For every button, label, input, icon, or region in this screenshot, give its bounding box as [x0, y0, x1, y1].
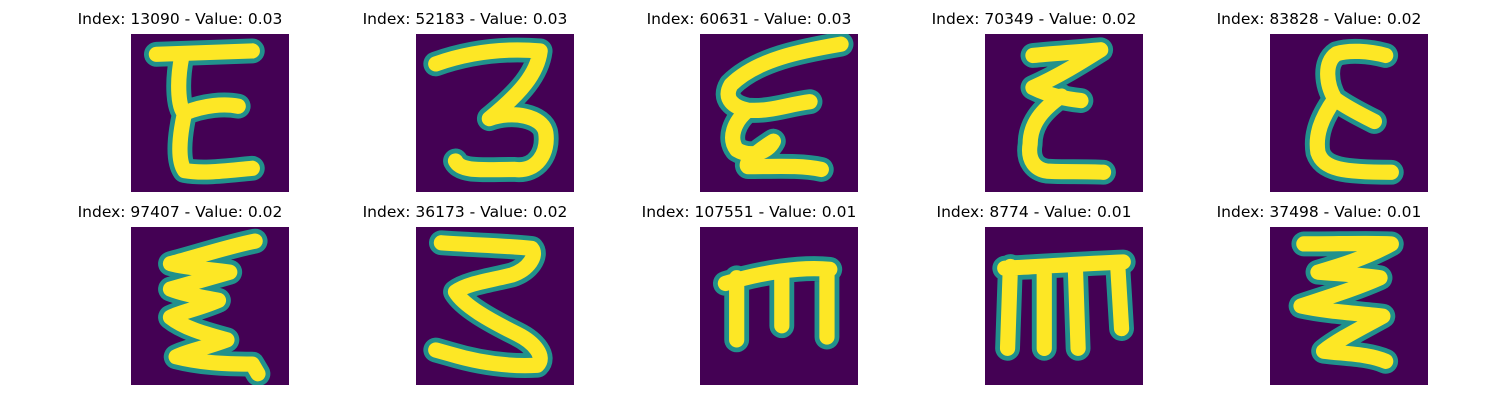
panel-107551: Index: 107551 - Value: 0.01	[599, 193, 899, 386]
digit-image-13090	[131, 34, 289, 192]
panel-37498: Index: 37498 - Value: 0.01	[1169, 193, 1469, 386]
panel-title: Index: 83828 - Value: 0.02	[1216, 10, 1422, 28]
glyph-stroke	[428, 235, 548, 374]
panel-title: Index: 8774 - Value: 0.01	[936, 203, 1132, 221]
glyph-stroke	[720, 36, 849, 178]
panel-97407: Index: 97407 - Value: 0.02	[30, 193, 330, 386]
panel-title: Index: 52183 - Value: 0.03	[362, 10, 568, 28]
digit-image-37498	[1270, 227, 1428, 385]
panel-8774: Index: 8774 - Value: 0.01	[884, 193, 1184, 386]
panel-title: Index: 36173 - Value: 0.02	[362, 203, 568, 221]
panel-title: Index: 13090 - Value: 0.03	[77, 10, 283, 28]
panel-title: Index: 70349 - Value: 0.02	[931, 10, 1137, 28]
panel-60631: Index: 60631 - Value: 0.03	[599, 0, 899, 193]
glyph-stroke	[717, 260, 838, 348]
panel-title: Index: 107551 - Value: 0.01	[641, 203, 857, 221]
digit-image-97407	[131, 227, 289, 385]
panel-83828: Index: 83828 - Value: 0.02	[1169, 0, 1469, 193]
glyph-stroke	[148, 43, 260, 180]
glyph-stroke	[1309, 43, 1399, 180]
glyph-stroke	[997, 254, 1131, 356]
panel-36173: Index: 36173 - Value: 0.02	[315, 193, 615, 386]
digit-image-107551	[700, 227, 858, 385]
panel-52183: Index: 52183 - Value: 0.03	[315, 0, 615, 193]
panel-title: Index: 97407 - Value: 0.02	[77, 203, 283, 221]
panel-13090: Index: 13090 - Value: 0.03	[30, 0, 330, 193]
panel-70349: Index: 70349 - Value: 0.02	[884, 0, 1184, 193]
digit-image-70349	[985, 34, 1143, 192]
panel-title: Index: 37498 - Value: 0.01	[1216, 203, 1422, 221]
glyph-stroke	[428, 42, 554, 178]
digit-image-60631	[700, 34, 858, 192]
digit-image-83828	[1270, 34, 1428, 192]
glyph-stroke	[1293, 235, 1399, 369]
glyph-stroke	[1022, 42, 1112, 180]
digit-image-52183	[416, 34, 574, 192]
digit-image-36173	[416, 227, 574, 385]
glyph-stroke	[162, 233, 266, 382]
panel-title: Index: 60631 - Value: 0.03	[646, 10, 852, 28]
digit-image-8774	[985, 227, 1143, 385]
